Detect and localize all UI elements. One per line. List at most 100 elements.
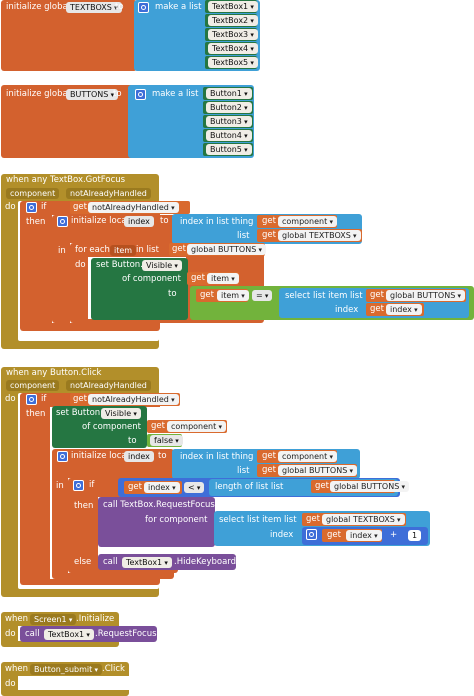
if-mutator-gear-icon[interactable] <box>26 202 37 213</box>
to-label: to <box>115 2 124 12</box>
if-mutator-gear-icon[interactable] <box>26 394 37 405</box>
number-one[interactable]: 1 <box>408 530 422 541</box>
get-label: get <box>73 202 87 212</box>
button-dropdown-4[interactable]: Button4 <box>206 130 252 141</box>
var-component[interactable]: component <box>167 421 227 432</box>
var-index-2[interactable]: index <box>346 530 382 541</box>
call-textbox-requestfocus-block[interactable] <box>98 497 215 547</box>
button-dropdown-3[interactable]: Button3 <box>206 116 252 127</box>
get-label: get <box>262 230 276 240</box>
call-requestfocus-label: call TextBox.RequestFocus <box>103 500 215 510</box>
loop-var-item[interactable]: item <box>110 245 137 256</box>
if-else-mutator-gear-icon[interactable] <box>73 480 84 491</box>
var-item[interactable]: item <box>207 273 239 284</box>
var-not-already-handled[interactable]: notAlreadyHandled <box>88 394 179 405</box>
set-button-label: set Button. <box>56 408 103 418</box>
init-local-label: initialize local <box>71 451 129 461</box>
param-component[interactable]: component <box>6 188 60 199</box>
of-component-label: of component <box>82 422 141 432</box>
local-mutator-gear-icon[interactable] <box>57 216 68 227</box>
var-component-2[interactable]: component <box>278 451 338 462</box>
var-global-buttons[interactable]: global BUTTONS <box>278 465 358 476</box>
get-label: get <box>172 244 186 254</box>
event-title: when any Button.Click <box>6 368 102 378</box>
get-label: get <box>151 421 165 431</box>
textbox-dropdown-3[interactable]: TextBox3 <box>208 29 258 40</box>
textbox1-dropdown[interactable]: TextBox1 <box>44 629 94 640</box>
index-in-list-label: index in list thing <box>180 217 254 227</box>
make-a-list-label: make a list <box>155 2 202 12</box>
var-global-buttons-2[interactable]: global BUTTONS <box>386 290 466 301</box>
var-item-eq[interactable]: item <box>217 290 249 301</box>
then-label: then <box>74 501 94 511</box>
textbox-dropdown-4[interactable]: TextBox4 <box>208 43 258 54</box>
length-of-list-label: length of list list <box>215 482 284 492</box>
local-name-index[interactable]: index <box>124 451 154 462</box>
requestfocus-label: .RequestFocus <box>95 629 157 639</box>
in-label: in <box>56 481 64 491</box>
set-button-label: set Button. <box>96 260 143 270</box>
click-event-label: .Click <box>102 664 125 674</box>
if-label: if <box>89 480 95 490</box>
init-global-label: initialize global <box>6 2 71 12</box>
button-dropdown-1[interactable]: Button1 <box>206 88 252 99</box>
to-label: to <box>168 289 177 299</box>
do-label: do <box>5 679 16 689</box>
if-label: if <box>41 202 47 212</box>
global-name-buttons[interactable]: BUTTONS <box>66 89 119 100</box>
mutator-gear-icon[interactable] <box>135 89 146 100</box>
textbox-dropdown-5[interactable]: TextBox5 <box>208 57 258 68</box>
init-local-label: initialize local <box>71 216 129 226</box>
event-title: when any TextBox.GotFocus <box>6 175 126 185</box>
do-label: do <box>5 629 16 639</box>
button-dropdown-5[interactable]: Button5 <box>206 144 252 155</box>
index-label: index <box>335 305 359 315</box>
local-name-index[interactable]: index <box>124 216 154 227</box>
equals-operator-dropdown[interactable]: = <box>252 290 273 301</box>
to-label: to <box>158 451 167 461</box>
visible-property-dropdown[interactable]: Visible <box>101 408 141 419</box>
index-in-list-label: index in list thing <box>180 452 254 462</box>
var-global-textboxs[interactable]: global TEXTBOXS <box>278 230 361 241</box>
get-label: get <box>370 304 384 314</box>
plus-mutator-gear-icon[interactable] <box>306 529 317 540</box>
hidekeyboard-label: .HideKeyboard <box>174 557 237 567</box>
false-dropdown[interactable]: false <box>150 435 183 446</box>
less-than-operator-dropdown[interactable]: < <box>184 482 205 493</box>
for-each-label: for each <box>75 245 110 255</box>
param-not-already-handled[interactable]: notAlreadyHandled <box>66 188 151 199</box>
button-submit-dropdown[interactable]: Button_submit <box>30 664 103 675</box>
local-mutator-gear-icon[interactable] <box>57 451 68 462</box>
select-list-item-label: select list item list <box>285 291 363 301</box>
screen1-dropdown[interactable]: Screen1 <box>30 614 77 625</box>
to-label: to <box>113 89 122 99</box>
index-label: index <box>270 530 294 540</box>
param-not-already-handled[interactable]: notAlreadyHandled <box>66 380 151 391</box>
var-not-already-handled[interactable]: notAlreadyHandled <box>88 202 179 213</box>
do-label: do <box>5 394 16 404</box>
list-label: list <box>237 466 250 476</box>
var-global-buttons[interactable]: global BUTTONS <box>187 244 267 255</box>
textbox-dropdown-2[interactable]: TextBox2 <box>208 15 258 26</box>
textbox1-dropdown[interactable]: TextBox1 <box>122 557 172 568</box>
var-global-textboxs[interactable]: global TEXTBOXS <box>322 514 405 525</box>
button-dropdown-2[interactable]: Button2 <box>206 102 252 113</box>
get-label: get <box>327 530 341 540</box>
param-component[interactable]: component <box>6 380 60 391</box>
to-label: to <box>160 216 169 226</box>
var-index[interactable]: index <box>144 482 180 493</box>
if-label: if <box>41 394 47 404</box>
for-component-label: for component <box>145 515 208 525</box>
get-label: get <box>262 465 276 475</box>
var-index[interactable]: index <box>386 304 422 315</box>
var-global-buttons-2[interactable]: global BUTTONS <box>330 481 410 492</box>
textbox-dropdown-1[interactable]: TextBox1 <box>208 1 258 12</box>
get-label: get <box>200 290 214 300</box>
mutator-gear-icon[interactable] <box>138 2 149 13</box>
of-component-label: of component <box>122 274 181 284</box>
when-label: when <box>5 614 28 624</box>
var-component[interactable]: component <box>278 216 338 227</box>
global-name-textboxs[interactable]: TEXTBOXS <box>66 2 122 13</box>
visible-property-dropdown[interactable]: Visible <box>142 260 182 271</box>
do-label: do <box>75 260 86 270</box>
